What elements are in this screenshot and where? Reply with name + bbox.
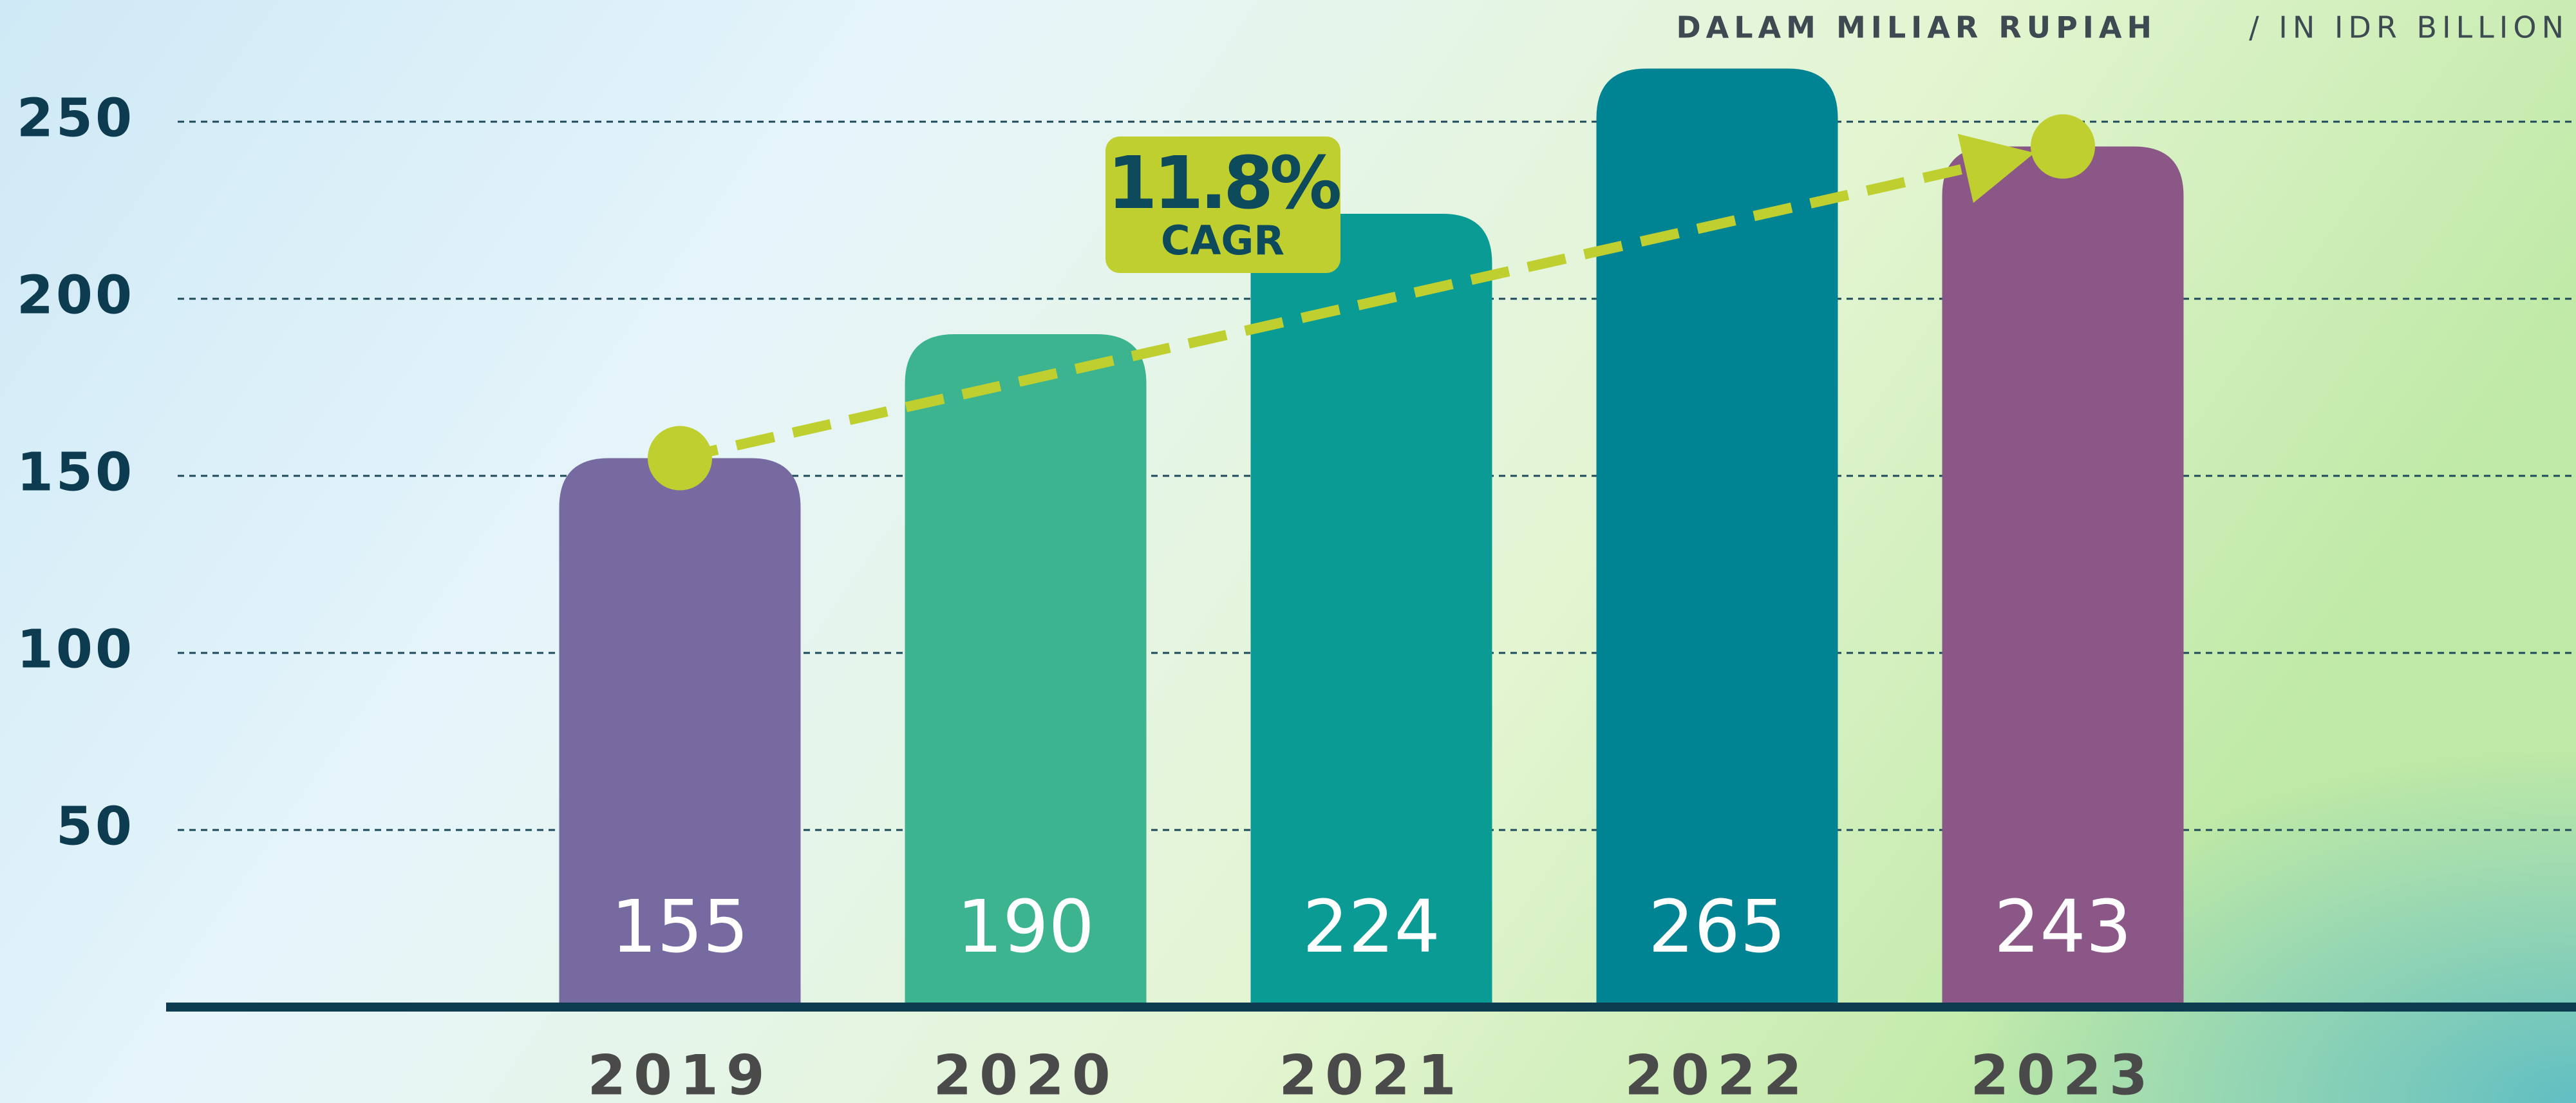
x-tick-label: 2023: [1970, 1043, 2155, 1103]
bar: [1942, 146, 2184, 1007]
x-tick-label: 2021: [1279, 1043, 1463, 1103]
bar: [1596, 68, 1838, 1007]
value-label: 265: [1648, 885, 1786, 969]
bar: [905, 334, 1147, 1007]
bar: [559, 458, 801, 1007]
x-tick-label: 2020: [933, 1043, 1118, 1103]
arrow-head: [1957, 133, 2035, 203]
x-tick-label: 2022: [1624, 1043, 1809, 1103]
annotation-value: 11.8%: [1107, 142, 1340, 225]
value-label: 224: [1302, 885, 1440, 969]
x-tick-label: 2019: [587, 1043, 772, 1103]
value-label: 190: [957, 885, 1095, 969]
y-tick-label: 100: [17, 619, 135, 680]
y-tick-label: 50: [56, 796, 135, 857]
annotation-label: CAGR: [1161, 217, 1284, 264]
y-tick-label: 250: [17, 88, 135, 149]
value-label: 155: [611, 885, 749, 969]
bar: [1250, 214, 1492, 1007]
annotation-box: [1105, 137, 1340, 273]
y-tick-label: 150: [17, 442, 135, 503]
unit-label-en: / IN IDR BILLION: [2249, 10, 2569, 45]
trend-point: [2031, 114, 2095, 179]
unit-label: DALAM MILIAR RUPIAH: [1676, 10, 2157, 45]
y-tick-label: 200: [17, 265, 135, 326]
trend-arrow: [679, 159, 1986, 464]
trend-point: [648, 426, 712, 491]
value-label: 243: [1994, 885, 2132, 969]
